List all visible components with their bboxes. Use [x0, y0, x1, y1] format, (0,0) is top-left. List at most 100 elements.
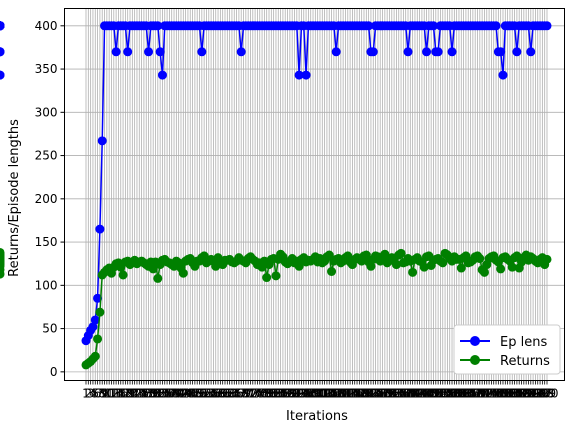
data-point-returns [438, 258, 448, 268]
data-point-ep-lens [364, 21, 374, 31]
x-tick-label: 92 [289, 387, 304, 401]
x-tick-label: 90 [285, 387, 300, 401]
x-tick-label: 45 [180, 387, 195, 401]
data-point-returns [0, 247, 5, 257]
y-tick-label: 0 [50, 365, 58, 379]
x-tick-label: 54 [201, 387, 216, 401]
x-tick-label: 142 [401, 387, 424, 401]
x-tick-label: 49 [190, 387, 205, 401]
data-point-ep-lens [498, 70, 508, 80]
x-tick-label: 122 [355, 387, 378, 401]
x-tick-label: 10 [99, 387, 114, 401]
x-tick-label: 123 [357, 387, 380, 401]
data-point-ep-lens [95, 224, 105, 234]
x-tick-label: 126 [364, 387, 387, 401]
x-tick-label: 193 [519, 387, 542, 401]
x-tick-label: 95 [296, 387, 311, 401]
data-point-returns [408, 267, 418, 277]
x-tick-label: 75 [250, 387, 265, 401]
x-tick-label: 41 [171, 387, 186, 401]
x-tick-label: 184 [498, 387, 521, 401]
x-tick-label: 180 [489, 387, 512, 401]
x-tick-label: 61 [217, 387, 232, 401]
data-point-ep-lens [301, 70, 311, 80]
data-point-ep-lens [433, 47, 443, 57]
x-tick-label: 157 [436, 387, 459, 401]
data-point-returns [391, 260, 401, 270]
data-point-returns [294, 261, 304, 271]
x-tick-label: 68 [234, 387, 249, 401]
data-point-returns [262, 273, 272, 283]
x-tick-label: 2 [84, 387, 92, 401]
x-tick-label: 164 [452, 387, 475, 401]
x-tick-label: 1 [82, 387, 90, 401]
data-point-returns [327, 267, 337, 276]
y-tick-label: 150 [35, 235, 58, 249]
x-tick-label: 130 [373, 387, 396, 401]
x-tick-label: 170 [466, 387, 489, 401]
x-tick-label: 125 [362, 387, 385, 401]
x-tick-label: 99 [305, 387, 320, 401]
x-tick-label: 132 [378, 387, 401, 401]
data-point-returns [148, 264, 158, 274]
data-point-ep-lens [123, 47, 133, 57]
x-tick-label: 77 [254, 387, 269, 401]
data-point-ep-lens [422, 47, 432, 57]
x-tick-label: 163 [450, 387, 473, 401]
y-tick-label: 400 [35, 19, 58, 33]
x-tick-label: 169 [464, 387, 487, 401]
x-tick-label: 30 [146, 387, 161, 401]
x-tick-label: 4 [89, 387, 97, 401]
x-tick-label: 65 [227, 387, 242, 401]
x-tick-label: 85 [273, 387, 288, 401]
legend-label-returns: Returns [500, 354, 550, 369]
x-tick-label: 111 [329, 387, 352, 401]
x-tick-label: 183 [496, 387, 519, 401]
x-tick-label: 76 [252, 387, 267, 401]
x-tick-label: 67 [231, 387, 246, 401]
x-tick-label: 18 [118, 387, 133, 401]
x-tick-label: 119 [348, 387, 371, 401]
x-tick-label: 39 [166, 387, 181, 401]
legend-label-ep-lens: Ep lens [500, 335, 547, 350]
data-point-ep-lens [93, 293, 103, 303]
x-tick-label: 173 [473, 387, 496, 401]
data-point-ep-lens [90, 315, 100, 325]
data-point-ep-lens [155, 47, 165, 57]
legend-box [453, 324, 561, 375]
x-tick-label: 136 [387, 387, 410, 401]
x-tick-label: 134 [383, 387, 406, 401]
x-tick-label: 190 [512, 387, 535, 401]
x-tick-label: 148 [415, 387, 438, 401]
x-tick-label: 44 [178, 387, 193, 401]
x-tick-label: 141 [399, 387, 422, 401]
data-point-ep-lens [512, 47, 522, 57]
x-tick-label: 73 [245, 387, 260, 401]
data-point-ep-lens [0, 47, 5, 57]
x-tick-label: 189 [510, 387, 533, 401]
data-point-returns [95, 307, 105, 317]
x-tick-label: 195 [524, 387, 547, 401]
x-tick-label: 149 [417, 387, 440, 401]
data-point-ep-lens [368, 47, 378, 57]
x-tick-label: 153 [427, 387, 450, 401]
x-tick-label: 154 [429, 387, 452, 401]
data-point-returns [542, 254, 552, 264]
x-tick-label: 179 [487, 387, 510, 401]
y-tick-label: 50 [42, 322, 57, 336]
data-point-returns [396, 248, 406, 258]
x-tick-label: 87 [278, 387, 293, 401]
x-tick-label: 43 [176, 387, 191, 401]
x-tick-label: 22 [127, 387, 142, 401]
y-axis-label: Returns/Episode lengths [7, 119, 22, 277]
x-tick-label: 89 [282, 387, 297, 401]
y-tick-label: 300 [35, 105, 58, 119]
x-tick-label: 15 [111, 387, 126, 401]
x-tick-label: 196 [526, 387, 549, 401]
x-tick-label: 124 [359, 387, 382, 401]
x-tick-label: 46 [183, 387, 198, 401]
x-tick-label: 197 [529, 387, 552, 401]
x-tick-label: 51 [194, 387, 209, 401]
y-tick-label: 250 [35, 149, 58, 163]
